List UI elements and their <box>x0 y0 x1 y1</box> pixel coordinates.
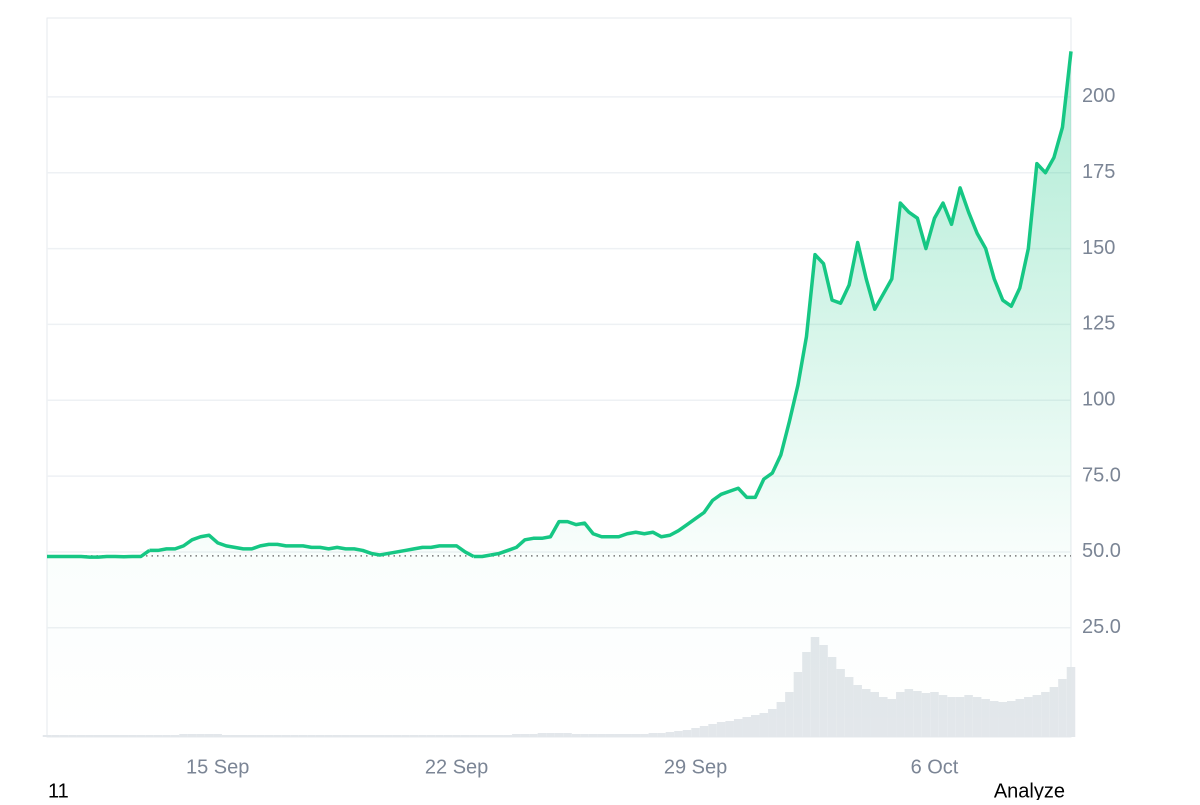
price-area <box>47 51 1071 737</box>
footer-right[interactable]: Analyze <box>994 780 1065 802</box>
y-tick-label: 200 <box>1082 85 1115 107</box>
y-tick-label: 25.0 <box>1082 616 1121 638</box>
y-tick-label: 150 <box>1082 237 1115 259</box>
y-tick-label: 100 <box>1082 389 1115 411</box>
price-line <box>149 533 475 559</box>
y-tick-label: 175 <box>1082 161 1115 183</box>
x-tick-label: 29 Sep <box>664 756 727 778</box>
x-tick-label: 6 Oct <box>911 756 959 778</box>
y-tick-label: 125 <box>1082 313 1115 335</box>
x-tick-label: 22 Sep <box>425 756 488 778</box>
y-tick-label: 50.0 <box>1082 540 1121 562</box>
x-tick-label: 15 Sep <box>186 756 249 778</box>
y-tick-label: 75.0 <box>1082 464 1121 486</box>
price-line <box>490 51 1073 557</box>
footer-left: 11 <box>48 780 69 800</box>
price-line <box>47 548 151 559</box>
price-line <box>473 553 492 559</box>
